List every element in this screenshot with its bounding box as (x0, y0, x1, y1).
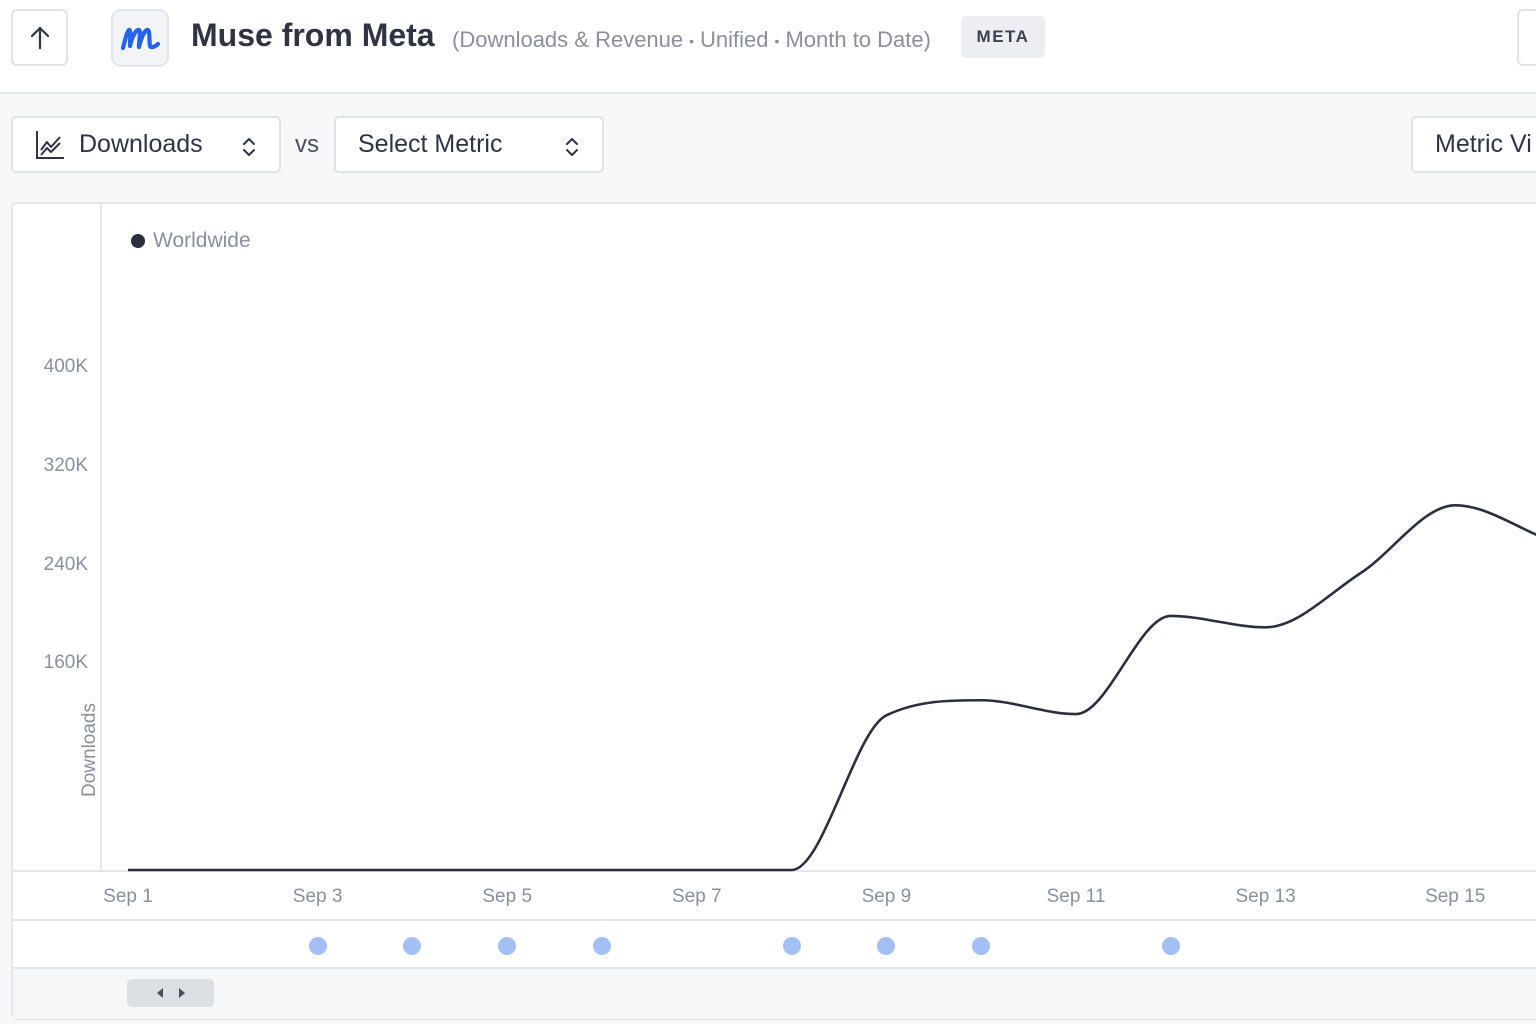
subtitle-separator: • (689, 33, 695, 50)
chevron-updown-icon (566, 138, 578, 156)
arrow-up-icon (30, 26, 49, 49)
metric-view-button[interactable]: Metric Vi (1411, 116, 1536, 173)
x-tick-label: Sep 15 (1425, 886, 1486, 907)
chart-legend[interactable]: Worldwide (131, 229, 251, 253)
app-header: Muse from Meta (Downloads & Revenue • Unif… (0, 0, 1536, 94)
y-tick-label: 400K (43, 356, 88, 377)
legend-swatch (131, 234, 145, 248)
app-subtitle: (Downloads & Revenue • Unified • Month to Da… (452, 27, 931, 53)
event-marker-dot[interactable] (403, 937, 422, 955)
x-tick-label: Sep 3 (292, 886, 343, 907)
publisher-badge[interactable]: META (961, 16, 1045, 58)
x-tick-label: Sep 11 (1046, 886, 1106, 907)
line-chart-icon (36, 130, 64, 159)
caret-left-icon (156, 988, 163, 998)
y-tick-label: 160K (43, 652, 88, 673)
y-tick-label: 320K (43, 455, 88, 476)
y-tick-label: 240K (43, 554, 88, 575)
event-marker-dot[interactable] (498, 937, 517, 955)
secondary-metric-select[interactable]: Select Metric (334, 116, 604, 173)
app-title: Muse from Meta (191, 17, 435, 53)
event-marker-dot[interactable] (782, 937, 801, 955)
primary-metric-select[interactable]: Downloads (11, 116, 281, 173)
vs-label: vs (295, 131, 319, 158)
x-tick-label: Sep 1 (103, 886, 153, 907)
legend-label: Worldwide (153, 229, 251, 252)
subtitle-part: Month to Date) (785, 27, 931, 52)
event-marker-dot[interactable] (308, 937, 327, 955)
chart-scroll-track[interactable] (13, 969, 1536, 1019)
back-button[interactable] (11, 9, 68, 66)
header-action-button[interactable] (1517, 9, 1536, 66)
x-tick-label: Sep 13 (1235, 886, 1296, 907)
x-tick-label: Sep 5 (482, 886, 533, 907)
app-logo-icon (111, 9, 169, 67)
y-axis-label: Downloads (79, 703, 100, 797)
event-marker-dot[interactable] (1161, 937, 1180, 955)
primary-metric-label: Downloads (79, 130, 203, 158)
subtitle-part: (Downloads & Revenue (452, 27, 684, 52)
secondary-metric-label: Select Metric (358, 130, 503, 158)
subtitle-separator: • (774, 33, 780, 50)
subtitle-part: Unified (700, 27, 769, 52)
caret-right-icon (178, 988, 185, 998)
metric-view-label: Metric Vi (1435, 130, 1532, 158)
x-tick-label: Sep 7 (671, 886, 722, 907)
event-marker-dot[interactable] (972, 937, 991, 955)
chart-scroll-handle[interactable] (127, 979, 214, 1007)
chevron-updown-icon (243, 138, 255, 156)
x-tick-label: Sep 9 (861, 886, 912, 907)
event-marker-dot[interactable] (593, 937, 611, 955)
event-marker-dot[interactable] (877, 937, 896, 955)
